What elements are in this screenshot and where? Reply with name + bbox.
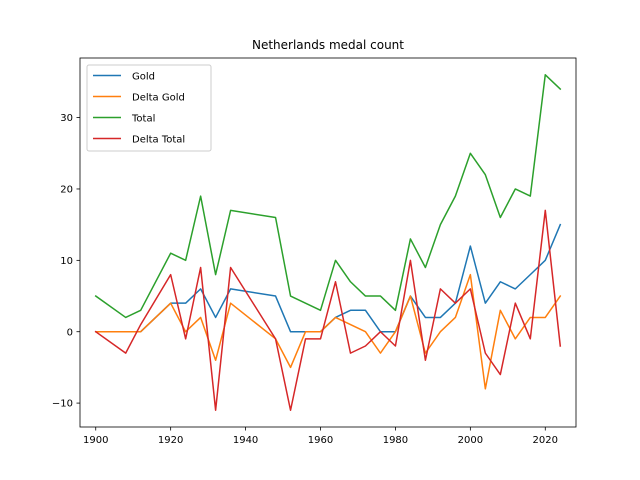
x-tick-label: 2020 — [533, 435, 558, 446]
series-total — [94, 74, 562, 319]
y-axis: −10 0 10 20 30 — [52, 113, 80, 410]
plot-frame — [79, 57, 577, 428]
y-tick-label: 30 — [60, 113, 73, 124]
legend-label-gold: Gold — [132, 72, 155, 83]
legend-box — [86, 64, 212, 152]
legend-label-delta-total: Delta Total — [132, 135, 185, 146]
series-line-delta-gold — [94, 273, 562, 390]
chart-title: Netherlands medal count — [252, 38, 404, 52]
series-line-gold — [94, 223, 562, 333]
series-delta-total — [94, 209, 562, 411]
y-tick-label: 20 — [60, 185, 73, 196]
series-delta-gold — [94, 273, 562, 390]
y-tick-label: 0 — [67, 327, 73, 338]
legend-label-delta-gold: Delta Gold — [132, 93, 185, 104]
x-tick-label: 1900 — [83, 435, 108, 446]
plot-lines — [94, 74, 562, 411]
x-tick-label: 1960 — [308, 435, 333, 446]
series-gold — [94, 223, 562, 333]
x-tick-label: 1980 — [383, 435, 408, 446]
x-tick-label: 2000 — [458, 435, 483, 446]
legend: Gold Delta Gold Total Delta Total — [86, 64, 212, 152]
y-tick-label: 10 — [60, 256, 73, 267]
x-tick-label: 1940 — [233, 435, 258, 446]
series-line-total — [94, 74, 562, 319]
legend-label-total: Total — [131, 114, 155, 125]
x-axis: 1900 1920 1940 1960 1980 2000 2020 — [83, 427, 558, 446]
x-tick-label: 1920 — [158, 435, 183, 446]
series-line-delta-total — [94, 209, 562, 411]
y-tick-label: −10 — [52, 399, 73, 410]
